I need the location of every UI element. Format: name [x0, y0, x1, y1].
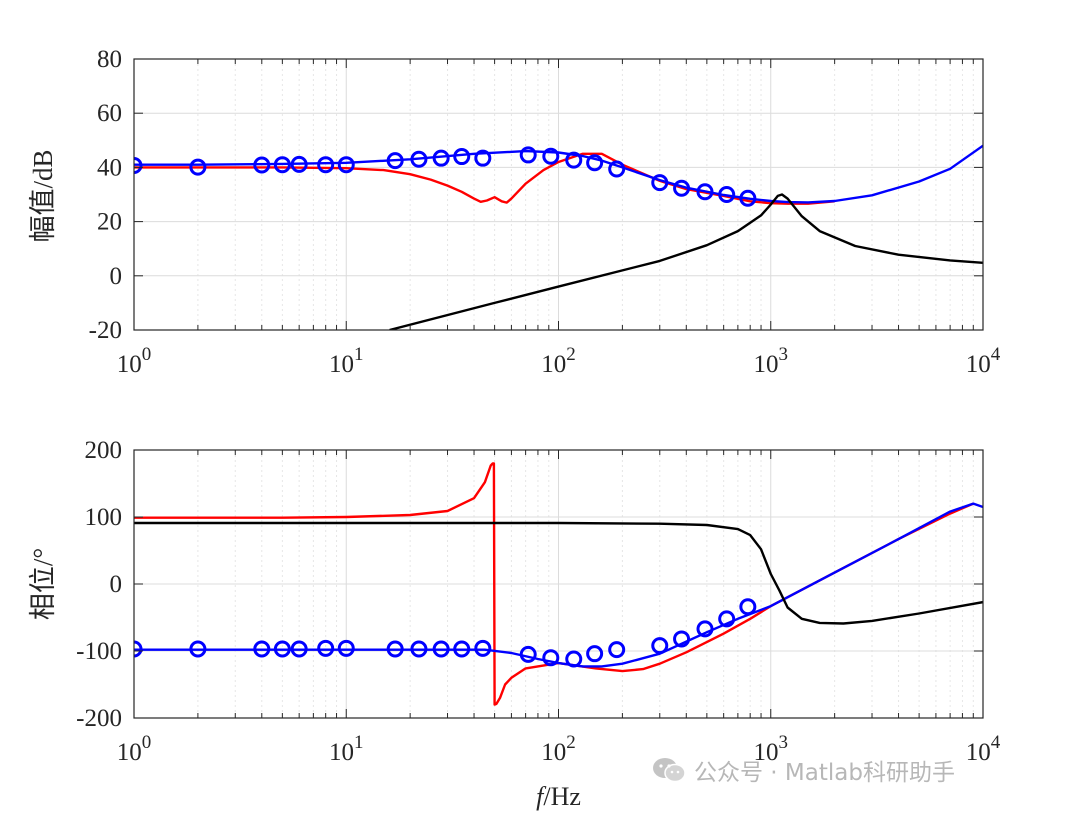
- series-line-1: [134, 462, 974, 706]
- data-marker: [696, 620, 714, 638]
- data-marker: [542, 147, 560, 165]
- y-tick-label: 0: [110, 571, 123, 598]
- data-marker: [453, 148, 471, 166]
- wechat-icon: [653, 758, 686, 783]
- x-tick-label: 104: [966, 732, 1001, 766]
- data-marker: [317, 639, 335, 657]
- data-marker: [474, 639, 492, 657]
- data-marker: [453, 640, 471, 658]
- data-marker: [253, 640, 271, 658]
- data-marker: [337, 639, 355, 657]
- data-marker: [189, 640, 207, 658]
- data-marker: [189, 158, 207, 176]
- tick-marks-1: [133, 58, 984, 331]
- y-tick-label: -200: [76, 705, 122, 732]
- data-marker: [718, 610, 736, 628]
- x-tick-label: 103: [754, 344, 789, 378]
- series-line-2: [134, 502, 983, 668]
- x-axis-label: f/Hz: [536, 782, 581, 811]
- data-marker: [651, 637, 669, 655]
- data-marker: [673, 630, 691, 648]
- y-axis-label-1: 幅值/dB: [28, 149, 58, 242]
- x-tick-label: 102: [541, 344, 576, 378]
- data-marker: [432, 149, 450, 167]
- data-marker: [134, 157, 143, 175]
- x-tick-label: 101: [329, 732, 364, 766]
- y-tick-label: 40: [97, 154, 122, 181]
- y-tick-label: 80: [97, 46, 122, 73]
- data-marker: [542, 649, 560, 667]
- data-marker: [673, 179, 691, 197]
- data-marker: [739, 189, 757, 207]
- series-line-3: [134, 521, 983, 625]
- data-marker: [290, 155, 308, 173]
- y-tick-label: 60: [97, 100, 122, 127]
- data-marker: [474, 149, 492, 167]
- watermark: 公众号 · Matlab科研助手: [652, 752, 955, 788]
- data-marker: [410, 150, 428, 168]
- data-marker: [519, 146, 537, 164]
- data-marker: [565, 650, 583, 668]
- x-tick-label: 101: [329, 344, 364, 378]
- data-marker: [519, 645, 537, 663]
- y-axis-label-2: 相位/°: [28, 548, 58, 620]
- y-tick-label: 100: [85, 504, 123, 531]
- y-tick-label: -20: [89, 317, 122, 344]
- tick-marks-2: [133, 449, 984, 719]
- data-marker: [253, 156, 271, 174]
- series-line-3: [389, 193, 983, 330]
- series-group-1: [134, 144, 983, 330]
- data-marker: [386, 152, 404, 170]
- x-tick-label: 100: [117, 344, 152, 378]
- data-marker: [608, 160, 626, 178]
- data-marker: [586, 154, 604, 172]
- data-marker: [290, 640, 308, 658]
- data-marker: [386, 640, 404, 658]
- y-tick-label: 0: [110, 263, 123, 290]
- data-marker: [586, 645, 604, 663]
- data-marker: [608, 641, 626, 659]
- data-marker: [134, 640, 143, 658]
- data-marker: [317, 156, 335, 174]
- x-tick-label: 100: [117, 732, 152, 766]
- x-tick-label: 104: [966, 344, 1001, 378]
- data-marker: [696, 183, 714, 201]
- data-marker: [651, 174, 669, 192]
- y-tick-label: 200: [85, 437, 123, 464]
- data-marker: [432, 640, 450, 658]
- data-marker: [565, 151, 583, 169]
- data-marker: [273, 640, 291, 658]
- x-tick-label: 102: [541, 732, 576, 766]
- series-group-2: [134, 462, 983, 706]
- data-marker: [718, 186, 736, 203]
- watermark-text: 公众号 · Matlab科研助手: [694, 760, 955, 786]
- data-marker: [273, 156, 291, 174]
- x-tick-label: 103: [754, 732, 789, 766]
- data-marker: [410, 640, 428, 658]
- y-tick-label: -100: [76, 638, 122, 665]
- data-marker: [739, 598, 757, 616]
- data-marker: [337, 156, 355, 174]
- y-tick-label: 20: [97, 209, 122, 236]
